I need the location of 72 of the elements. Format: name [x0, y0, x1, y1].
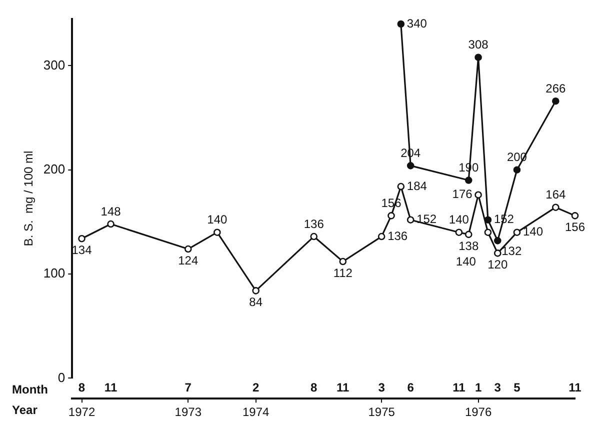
x2-tick-label: 1973	[174, 405, 202, 420]
point	[455, 228, 463, 236]
x-tick-label: 11	[452, 380, 466, 395]
point	[552, 204, 560, 212]
x-tick-label: 11	[336, 380, 350, 395]
x2-tick-label: 1976	[464, 405, 492, 420]
x-tick-label: 7	[184, 380, 192, 395]
data-label: 176	[452, 187, 473, 202]
x2-axis-title: Year	[12, 402, 38, 417]
data-label: 340	[406, 16, 428, 30]
point	[474, 54, 482, 61]
data-label: 140	[207, 212, 228, 227]
data-label: 120	[488, 258, 508, 272]
point	[397, 182, 405, 190]
y-tick-label: 300	[43, 57, 66, 72]
point	[378, 232, 386, 240]
data-label: 140	[522, 224, 544, 239]
x2-tick-label: 1974	[242, 405, 270, 420]
x-tick-label: 2	[252, 380, 260, 395]
data-label: 184	[406, 178, 428, 193]
y-axis-title: B. S. mg / 100 ml	[22, 150, 36, 246]
data-label: 266	[546, 81, 566, 96]
data-label: 124	[178, 253, 198, 268]
x-tick-label: 3	[378, 380, 386, 395]
point	[214, 228, 221, 236]
point	[513, 228, 521, 236]
x-tick-label: 11	[104, 380, 118, 395]
y-tick-label: 200	[43, 161, 66, 176]
point	[484, 228, 492, 236]
point	[552, 97, 560, 105]
point	[184, 245, 192, 253]
point	[78, 234, 86, 242]
data-label: 140	[456, 254, 476, 269]
x-tick-label: 11	[568, 380, 582, 395]
point	[406, 162, 414, 170]
point	[406, 216, 414, 224]
point	[310, 232, 318, 240]
data-label: 308	[468, 38, 489, 52]
y-tick-label: 100	[43, 266, 66, 281]
data-label: 148	[100, 204, 122, 218]
data-label: 140	[448, 212, 470, 227]
x-tick-label: 1	[474, 380, 482, 395]
point	[397, 20, 405, 28]
data-label: 84	[249, 295, 263, 310]
point	[571, 212, 579, 220]
point	[464, 176, 472, 184]
x2-tick-label: 1972	[68, 405, 96, 420]
point	[494, 250, 502, 257]
point	[464, 230, 472, 238]
y-tick-label: 0	[58, 370, 66, 385]
point	[474, 191, 482, 199]
point	[339, 258, 347, 266]
data-label: 136	[388, 228, 408, 243]
point	[107, 220, 114, 228]
data-label: 134	[72, 242, 92, 257]
data-label: 156	[564, 220, 586, 234]
data-label: 164	[546, 188, 566, 202]
x-tick-label: 3	[494, 380, 502, 395]
point	[494, 237, 502, 244]
x-tick-label: 6	[407, 380, 414, 395]
point	[388, 212, 395, 220]
point	[252, 287, 260, 294]
point	[513, 166, 521, 174]
x-tick-label: 8	[310, 380, 318, 395]
x2-tick-label: 1975	[368, 405, 396, 420]
x-tick-label: 5	[514, 380, 521, 395]
data-label: 112	[333, 266, 353, 280]
data-label: 132	[502, 244, 522, 258]
data-label: 136	[304, 216, 324, 231]
x-tick-label: 8	[78, 380, 86, 395]
data-label: 138	[458, 238, 479, 253]
x-axis-title: Month	[12, 382, 48, 397]
